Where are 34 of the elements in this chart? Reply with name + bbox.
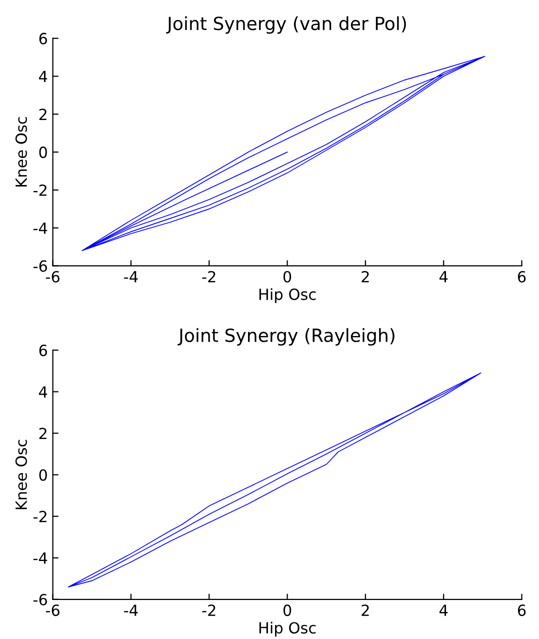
- x-tick-label: -2: [202, 604, 216, 616]
- y-tick-label: -2: [33, 510, 46, 522]
- y-tick-label: -4: [33, 222, 48, 234]
- y-tick-label: 4: [38, 386, 48, 398]
- x-axis-title: Hip Osc: [259, 288, 316, 304]
- x-tick-label: 4: [439, 604, 448, 616]
- y-axis-title: Knee Osc: [15, 117, 27, 186]
- chart-title: Joint Synergy (Rayleigh): [178, 328, 394, 346]
- y-tick-label: 4: [38, 70, 48, 82]
- y-axis-title: Knee Osc: [15, 440, 27, 510]
- x-tick-label: 0: [283, 270, 292, 283]
- y-tick-label: 2: [39, 108, 46, 120]
- y-tick-label: -2: [33, 184, 46, 196]
- x-tick-label: 2: [362, 604, 369, 616]
- y-tick-label: -6: [33, 260, 47, 272]
- x-tick-label: -4: [124, 271, 138, 282]
- y-tick-label: 0: [39, 469, 47, 481]
- x-tick-label: -2: [202, 270, 216, 282]
- x-tick-label: -4: [124, 604, 138, 616]
- x-tick-label: 2: [362, 270, 369, 282]
- x-axis-title: Hip Osc: [259, 622, 316, 637]
- x-tick-label: 6: [518, 604, 526, 616]
- y-tick-label: 6: [39, 344, 47, 356]
- x-tick-label: 4: [439, 271, 448, 282]
- x-tick-label: 6: [518, 270, 526, 283]
- y-tick-label: -6: [33, 594, 47, 606]
- x-tick-label: 0: [283, 604, 292, 616]
- y-tick-label: 6: [39, 32, 47, 44]
- y-tick-label: 2: [39, 428, 46, 440]
- y-tick-label: 0: [39, 146, 47, 158]
- y-tick-label: -4: [33, 552, 48, 564]
- line-series: [68, 372, 482, 588]
- line-series: [82, 56, 486, 252]
- chart-title: Joint Synergy (van der Pol): [166, 16, 406, 34]
